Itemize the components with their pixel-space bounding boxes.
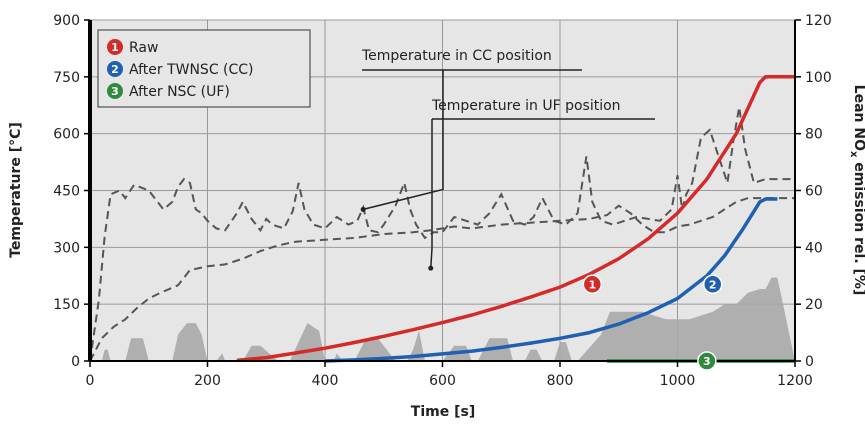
y-axis-title: Temperature [°C]	[8, 122, 24, 258]
annotation-label: Temperature in UF position	[431, 98, 621, 114]
y2-tick-label: 0	[805, 354, 814, 370]
y2-tick-label: 60	[805, 184, 823, 200]
series-line	[236, 75, 795, 363]
y-tick-label: 600	[53, 127, 80, 143]
curve-marker: 3	[697, 351, 717, 371]
axes: 0 200 400 600 800 1000 12000150300450600750900…	[53, 13, 831, 389]
legend-box	[97, 29, 311, 108]
annotation-label: Temperature in CC position	[361, 48, 552, 64]
curve-markers: 1 2 3	[582, 274, 723, 371]
legend-label: Raw	[129, 40, 158, 56]
legend-badge	[107, 83, 123, 99]
legend-label: After NSC (UF)	[129, 84, 230, 100]
legend-item: 2 After TWNSC (CC)	[107, 61, 254, 78]
legend-badge	[107, 61, 123, 77]
x-tick-label: 800	[547, 373, 574, 389]
annotation-dot	[360, 206, 366, 212]
x-tick-label: 600	[429, 373, 456, 389]
curve-marker-badge	[582, 274, 603, 295]
annotations: Temperature in CC position Temperature in…	[360, 48, 655, 271]
y2-tick-label: 100	[805, 70, 832, 86]
legend-badge-number: 3	[111, 85, 119, 98]
x-tick-label: 200	[194, 373, 221, 389]
x-axis-title: Time [s]	[411, 404, 475, 420]
y2-tick-label: 20	[805, 297, 823, 313]
y-tick-label: 150	[53, 297, 80, 313]
y-tick-label: 900	[53, 13, 80, 29]
curve-marker-number: 1	[588, 278, 596, 291]
y2-axis-title-tail: emission rel. [%]	[851, 157, 865, 295]
y2-axis-title: Lean NOx emission rel. [%]	[848, 85, 865, 296]
x-tick-label: 1000	[660, 373, 696, 389]
y2-tick-label: 80	[805, 127, 823, 143]
series-temperature	[89, 106, 795, 362]
annotation-leader	[363, 70, 444, 211]
y-tick-label: 300	[53, 240, 80, 256]
curve-marker-badge	[703, 274, 723, 295]
y-tick-label: 750	[53, 70, 80, 86]
legend-item: 1 Raw	[107, 39, 158, 56]
legend: 1 Raw 2 After TWNSC (CC) 3 After NSC (UF)	[97, 29, 311, 108]
y2-axis-title-subscript: x	[848, 151, 859, 158]
y-tick-label: 0	[71, 354, 80, 370]
x-tick-label: 1200	[777, 373, 813, 389]
legend-badge-number: 2	[111, 63, 119, 76]
legend-label: After TWNSC (CC)	[129, 62, 254, 78]
y2-tick-label: 120	[805, 13, 832, 29]
curve-marker: 2	[703, 274, 723, 295]
series-line	[324, 197, 778, 363]
curve-marker-number: 3	[703, 355, 711, 368]
series-area	[90, 277, 795, 361]
x-tick-label: 0	[86, 373, 95, 389]
y2-axis-title-main: Lean NO	[851, 85, 865, 151]
y2-tick-label: 40	[805, 240, 823, 256]
annotation-dot	[428, 265, 434, 271]
annotation-leader	[430, 119, 433, 269]
legend-item: 3 After NSC (UF)	[107, 83, 230, 100]
legend-badge	[107, 39, 123, 55]
y-tick-label: 450	[53, 184, 80, 200]
x-tick-label: 400	[312, 373, 339, 389]
curve-marker: 1	[582, 274, 603, 295]
curve-marker-badge	[697, 351, 717, 371]
series-temperature	[89, 197, 795, 362]
curve-marker-number: 2	[709, 278, 717, 291]
legend-badge-number: 1	[111, 41, 119, 54]
